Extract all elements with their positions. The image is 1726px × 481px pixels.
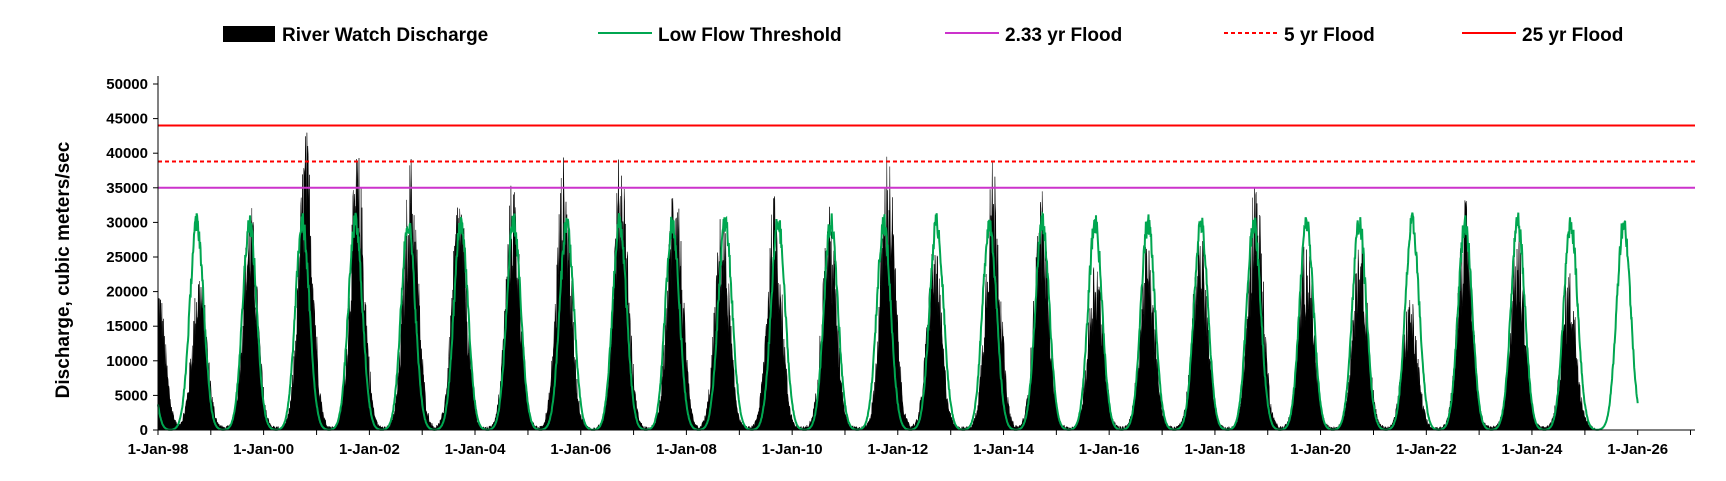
legend-item-flood-2-33: 2.33 yr Flood (945, 25, 1122, 46)
series-low-flow-line (157, 211, 1639, 431)
x-tick-label: 1-Jan-98 (128, 441, 189, 458)
y-tick-label: 20000 (106, 284, 148, 301)
y-tick-label: 5000 (115, 387, 148, 404)
y-tick-label: 30000 (106, 214, 148, 231)
legend-item-discharge: River Watch Discharge (223, 25, 488, 46)
x-tick-label: 1-Jan-24 (1502, 441, 1564, 458)
legend-item-flood-25: 25 yr Flood (1462, 25, 1623, 46)
x-tick-label: 1-Jan-10 (762, 441, 823, 458)
y-tick-label: 10000 (106, 353, 148, 370)
x-tick-label: 1-Jan-26 (1607, 441, 1668, 458)
series-discharge-area (157, 132, 1596, 431)
x-tick-label: 1-Jan-12 (867, 441, 928, 458)
legend-label-discharge: River Watch Discharge (282, 25, 488, 46)
y-tick-label: 0 (140, 422, 148, 439)
y-tick-label: 40000 (106, 145, 148, 162)
plot-area: 0 5000 10000 15000 20000 25000 30000 35000 40000… (106, 76, 1695, 458)
x-tick-label: 1-Jan-08 (656, 441, 717, 458)
y-tick-label: 35000 (106, 180, 148, 197)
legend-label-flood-25: 25 yr Flood (1522, 25, 1623, 46)
legend-swatch-discharge (223, 26, 275, 42)
x-tick-label: 1-Jan-16 (1079, 441, 1140, 458)
x-tick-label: 1-Jan-04 (445, 441, 507, 458)
y-tick-label: 45000 (106, 111, 148, 128)
legend: River Watch Discharge Low Flow Threshold… (223, 25, 1623, 46)
y-tick-label: 15000 (106, 318, 148, 335)
y-axis-title: Discharge, cubic meters/sec (53, 141, 74, 398)
x-tick-label: 1-Jan-22 (1396, 441, 1457, 458)
legend-label-low-flow: Low Flow Threshold (658, 25, 842, 46)
x-tick-label: 1-Jan-00 (233, 441, 294, 458)
x-tick-label: 1-Jan-02 (339, 441, 400, 458)
x-tick-label: 1-Jan-20 (1290, 441, 1351, 458)
x-tick-label: 1-Jan-06 (550, 441, 611, 458)
legend-item-low-flow: Low Flow Threshold (598, 25, 842, 46)
legend-item-flood-5: 5 yr Flood (1224, 25, 1375, 46)
legend-label-flood-2-33: 2.33 yr Flood (1005, 25, 1122, 46)
x-tick-label: 1-Jan-14 (973, 441, 1035, 458)
y-tick-label: 25000 (106, 249, 148, 266)
legend-label-flood-5: 5 yr Flood (1284, 25, 1375, 46)
x-tick-label: 1-Jan-18 (1184, 441, 1245, 458)
y-tick-label: 50000 (106, 76, 148, 93)
